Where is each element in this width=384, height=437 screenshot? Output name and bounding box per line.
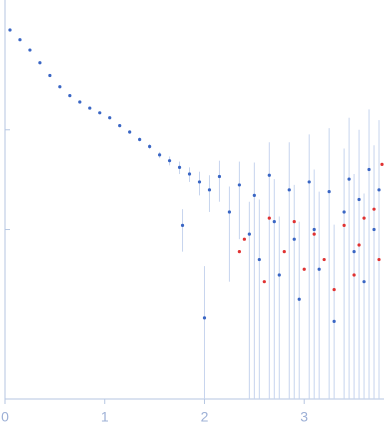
data-point bbox=[372, 227, 376, 232]
data-point bbox=[88, 106, 92, 110]
data-point bbox=[58, 85, 62, 89]
data-point bbox=[312, 227, 316, 232]
data-point bbox=[332, 287, 336, 292]
data-point bbox=[312, 232, 316, 236]
data-point bbox=[317, 267, 321, 271]
data-point bbox=[138, 137, 142, 142]
data-point bbox=[362, 280, 366, 284]
data-point bbox=[252, 193, 256, 197]
data-point bbox=[352, 273, 356, 277]
data-point bbox=[282, 250, 286, 254]
data-point bbox=[207, 188, 212, 192]
x-tick-label: 3 bbox=[300, 409, 308, 425]
data-point bbox=[267, 216, 271, 220]
data-point bbox=[237, 183, 241, 187]
data-point bbox=[287, 188, 291, 192]
data-point bbox=[380, 162, 384, 166]
x-tick-label: 2 bbox=[201, 409, 209, 425]
data-point bbox=[157, 153, 162, 157]
data-point bbox=[262, 280, 266, 284]
data-point bbox=[18, 38, 22, 42]
data-point bbox=[352, 250, 356, 254]
data-point bbox=[292, 237, 296, 241]
data-point bbox=[217, 174, 222, 179]
data-point bbox=[297, 297, 301, 301]
data-point bbox=[307, 180, 311, 184]
data-point bbox=[187, 172, 192, 176]
x-tick-label: 0 bbox=[1, 409, 9, 425]
data-point bbox=[108, 116, 112, 120]
data-point bbox=[272, 220, 276, 224]
data-point bbox=[357, 197, 361, 202]
data-point bbox=[167, 159, 172, 163]
data-point bbox=[347, 177, 351, 181]
data-point bbox=[118, 124, 122, 128]
data-point bbox=[128, 130, 132, 134]
data-point bbox=[78, 100, 82, 104]
data-point bbox=[277, 273, 281, 277]
data-point bbox=[327, 190, 331, 194]
data-point bbox=[357, 243, 361, 247]
data-point bbox=[98, 111, 102, 115]
data-point bbox=[322, 257, 326, 262]
data-point bbox=[242, 237, 246, 241]
data-point bbox=[237, 250, 241, 254]
data-point bbox=[302, 267, 306, 271]
data-point bbox=[362, 216, 366, 220]
data-point bbox=[202, 316, 207, 320]
data-point bbox=[180, 223, 185, 227]
data-point bbox=[377, 188, 381, 192]
data-point bbox=[197, 180, 202, 184]
data-point bbox=[377, 257, 381, 262]
data-point bbox=[38, 61, 42, 65]
data-point bbox=[367, 167, 371, 172]
data-point bbox=[372, 207, 376, 211]
data-point bbox=[28, 48, 32, 52]
data-point bbox=[177, 165, 182, 169]
data-point bbox=[68, 94, 72, 98]
data-point bbox=[48, 73, 52, 78]
data-point bbox=[342, 223, 346, 227]
x-tick-label: 1 bbox=[101, 409, 109, 425]
data-point bbox=[247, 232, 251, 236]
data-point bbox=[332, 319, 336, 323]
data-point bbox=[8, 28, 12, 32]
data-point bbox=[267, 173, 271, 177]
data-point bbox=[257, 257, 261, 262]
data-point bbox=[342, 210, 346, 214]
data-point bbox=[148, 144, 152, 149]
data-point bbox=[227, 210, 232, 214]
data-point bbox=[292, 220, 296, 224]
